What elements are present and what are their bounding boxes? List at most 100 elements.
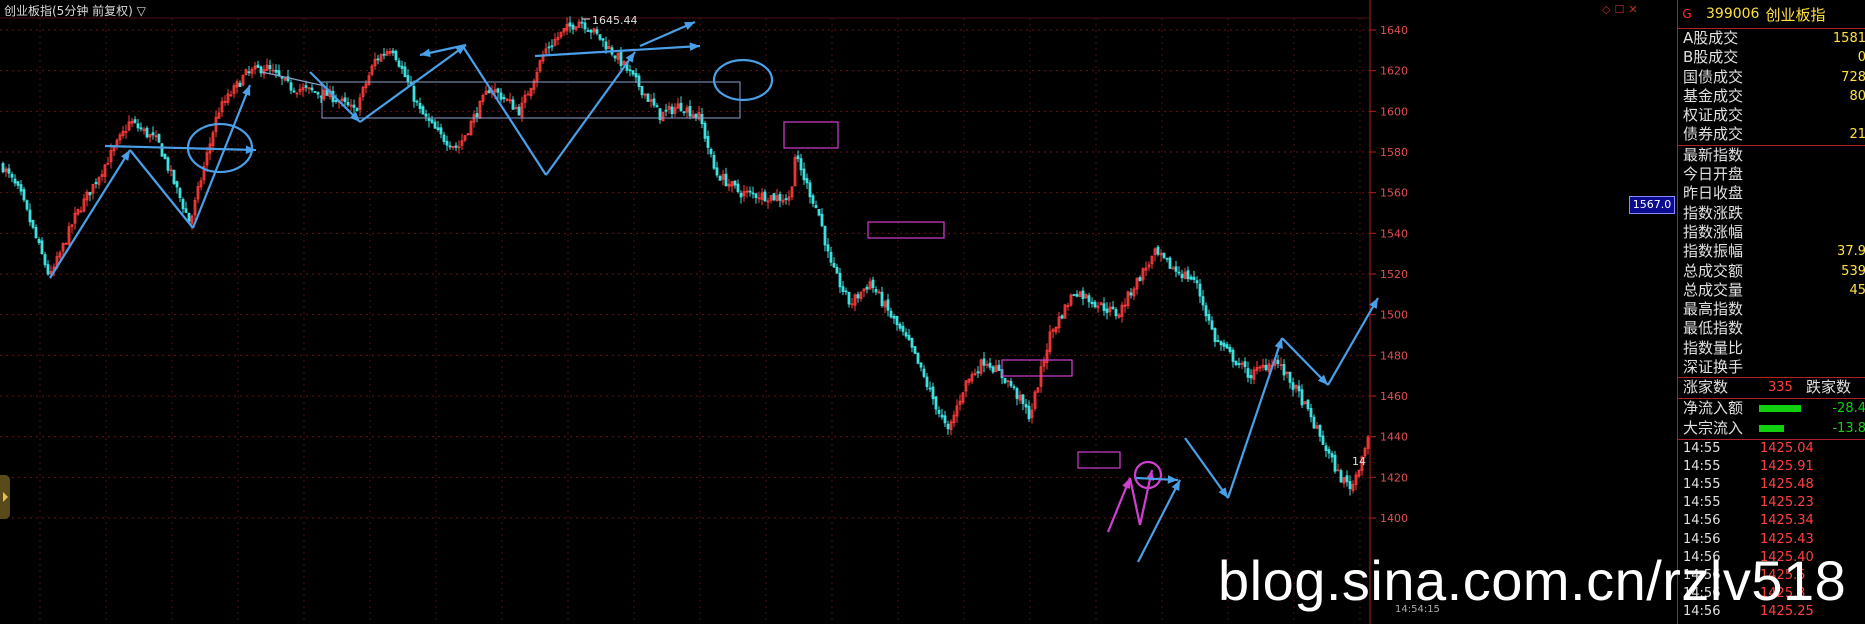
candle-body (496, 88, 500, 93)
candle-body (829, 251, 833, 263)
flow-section: 净流入额 -28.4 大宗流入 -13.8 (1678, 399, 1865, 440)
candle-body (1012, 386, 1016, 389)
candle-body (1093, 301, 1097, 308)
candle-body (19, 184, 23, 192)
candle-body (190, 215, 194, 224)
volume-row-value: 1581 (1832, 31, 1865, 46)
candle-body (4, 168, 8, 173)
candle-body (1198, 283, 1202, 297)
candle-body (88, 191, 92, 196)
candle-body (1282, 364, 1286, 376)
candle-body (421, 106, 425, 115)
diamond-icon[interactable]: ◇ (1602, 3, 1611, 16)
candle-body (631, 70, 635, 75)
trade-price: 1425.5 (1760, 567, 1806, 583)
candle-body (1261, 364, 1265, 368)
candle-body (568, 22, 572, 27)
trade-time: 14:56 (1683, 567, 1721, 583)
candle-body (124, 131, 128, 133)
flow-bar (1759, 405, 1801, 413)
candle-body (796, 155, 800, 160)
candle-body (163, 154, 167, 159)
candle-body (1324, 445, 1328, 452)
candle-body (574, 26, 578, 30)
candle-body (418, 102, 422, 109)
candle-body (739, 192, 743, 198)
candle-body (379, 54, 383, 62)
y-tick-label: 1460 (1380, 390, 1408, 403)
candle-body (397, 60, 401, 67)
candle-body (733, 180, 737, 186)
chart-title[interactable]: 创业板指(5分钟 前复权) ▽ (4, 4, 146, 18)
volume-row-label: 基金成交 (1683, 86, 1744, 105)
candle-body (943, 415, 947, 424)
arrow-head (1274, 338, 1283, 349)
group-marker[interactable]: G (1682, 7, 1692, 21)
candle-body (886, 299, 890, 311)
candle-body (1204, 305, 1208, 317)
candle-body (28, 209, 32, 223)
breakout-circle (186, 122, 254, 174)
trade-time: 14:55 (1683, 477, 1721, 493)
candle-body (1291, 382, 1295, 390)
kline-chart[interactable]: 1640 1620 1600 1580 1560 1540 1520 1500 1480 1460… (0, 0, 1675, 624)
candle-body (349, 104, 353, 107)
candle-body (271, 69, 275, 72)
index-row: 最高指数 (1678, 300, 1865, 319)
candle-body (1078, 291, 1082, 297)
candle-body (145, 127, 149, 138)
candle-body (301, 87, 305, 91)
candle-body (1075, 293, 1079, 297)
y-tick-label: 1520 (1380, 268, 1408, 281)
candle-body (841, 286, 845, 292)
candle-body (961, 392, 965, 403)
range-box (1001, 359, 1073, 377)
arrow-head (1369, 298, 1378, 309)
candle-body (988, 362, 992, 368)
candle-body (286, 76, 290, 82)
trade-list[interactable]: 14:55 1425.04 14:55 1425.91 14:55 1425.48 14:5… (1678, 440, 1865, 622)
candle-body (295, 92, 299, 95)
candle-body (1003, 377, 1007, 384)
candle-body (643, 93, 647, 96)
candle-body (532, 80, 536, 90)
candle-body (1252, 369, 1256, 380)
candle-body (595, 29, 599, 34)
candle-body (685, 107, 689, 113)
arrow-head (1122, 478, 1131, 489)
arrow-head (1317, 374, 1328, 385)
range-box (1077, 451, 1121, 469)
candle-body (511, 99, 515, 110)
candle-body (832, 262, 836, 268)
candle-body (1366, 436, 1370, 449)
close-icon[interactable]: ✕ (1628, 3, 1638, 16)
index-section: 最新指数 今日开盘 昨日收盘 指数涨跌 指数涨幅 指数振幅 37.9 总成交额 539 总成交量 4… (1678, 146, 1865, 379)
candle-body (799, 158, 803, 171)
candle-body (697, 112, 701, 120)
candle-body (1132, 288, 1136, 297)
chart-canvas[interactable]: 1640 1620 1600 1580 1560 1540 1520 1500 1480 1460… (0, 0, 1628, 624)
index-row: 深证换手 (1678, 358, 1865, 377)
candle-body (562, 27, 566, 33)
candle-body (1063, 304, 1067, 319)
candle-body (640, 85, 644, 96)
candle-body (136, 123, 140, 129)
trade-price: 1425.23 (1760, 495, 1814, 511)
trade-price: 1425.40 (1760, 549, 1814, 565)
trade-row: 14:56 1425.5 (1678, 567, 1865, 585)
candle-body (736, 183, 740, 192)
candle-body (94, 181, 98, 185)
candle-body (922, 368, 926, 377)
volume-row-label: A股成交 (1683, 29, 1739, 47)
candle-body (1144, 267, 1148, 271)
candle-body (616, 53, 620, 60)
candle-body (205, 152, 209, 166)
arrow-head (420, 48, 431, 58)
candle-body (103, 164, 107, 177)
candle-body (649, 99, 653, 102)
candle-body (1195, 280, 1199, 284)
checkbox-icon[interactable]: ☐ (1614, 3, 1625, 16)
index-row: 昨日收盘 (1678, 184, 1865, 203)
side-expand-tab[interactable] (0, 475, 10, 519)
arrow-head (689, 42, 700, 51)
